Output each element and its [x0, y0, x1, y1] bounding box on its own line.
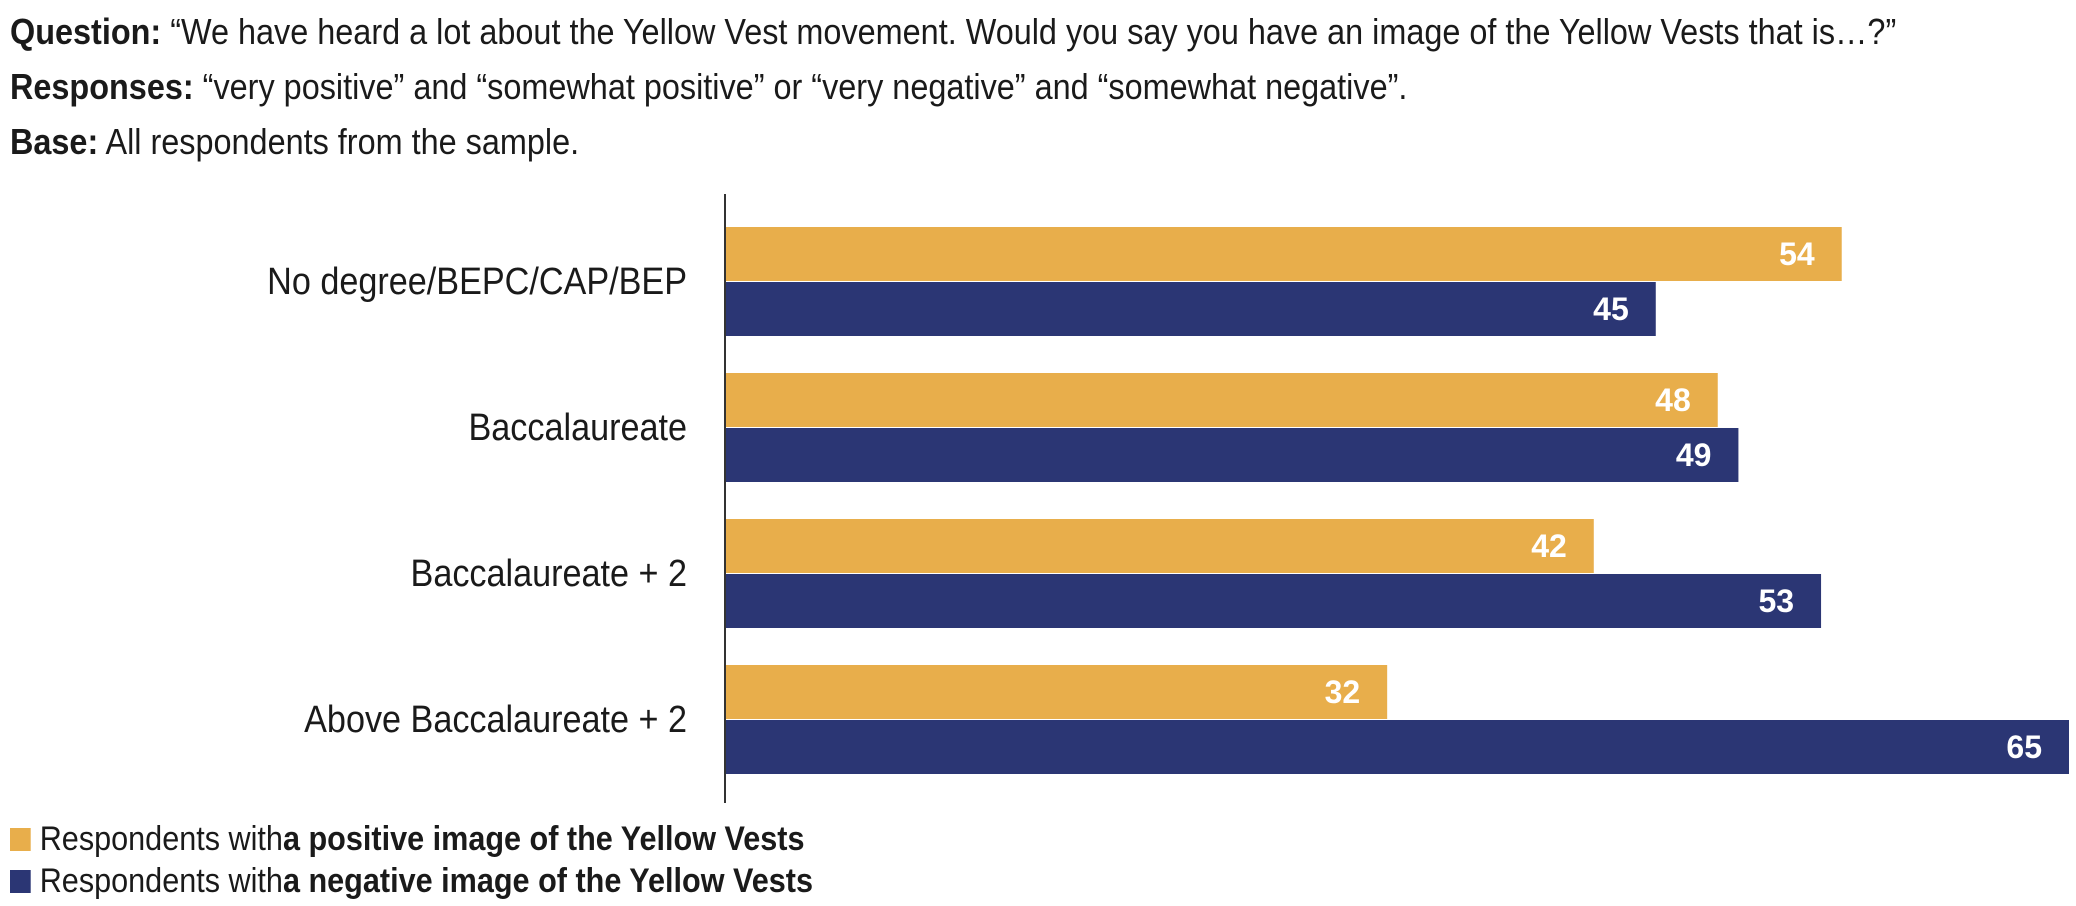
data-label-positive: 48 — [1655, 382, 1691, 418]
data-label-positive: 32 — [1325, 674, 1361, 710]
data-label-positive: 54 — [1779, 236, 1815, 272]
chart-header: Question: “We have heard a lot about the… — [10, 4, 1896, 169]
data-label-negative: 49 — [1676, 437, 1712, 473]
legend-item-negative: Respondents with a negative image of the… — [10, 860, 813, 902]
bar-negative — [726, 428, 1739, 482]
data-label-positive: 42 — [1531, 528, 1567, 564]
bar-positive — [726, 373, 1718, 427]
question-label: Question: — [10, 11, 162, 52]
question-line: Question: “We have heard a lot about the… — [10, 4, 1896, 59]
bar-negative — [726, 720, 2069, 774]
legend-negative-bold: a negative image of the Yellow Vests — [282, 862, 814, 900]
question-text: “We have heard a lot about the Yellow Ve… — [161, 11, 1897, 52]
legend-swatch-positive — [10, 827, 31, 851]
bar-negative — [726, 282, 1656, 336]
responses-line: Responses: “very positive” and “somewhat… — [10, 59, 1896, 114]
bar-positive — [726, 519, 1594, 573]
legend-positive-prefix: Respondents with — [39, 820, 283, 858]
legend-positive-bold: a positive image of the Yellow Vests — [282, 820, 805, 858]
responses-text: “very positive” and “somewhat positive” … — [193, 66, 1408, 107]
data-label-negative: 45 — [1593, 291, 1629, 327]
bar-negative — [726, 574, 1822, 628]
base-label: Base: — [10, 121, 99, 162]
bar-positive — [726, 665, 1388, 719]
legend-item-positive: Respondents with a positive image of the… — [10, 818, 813, 860]
category-label: Baccalaureate — [469, 405, 687, 448]
data-label-negative: 65 — [2006, 729, 2042, 765]
category-label: No degree/BEPC/CAP/BEP — [267, 259, 687, 302]
legend: Respondents with a positive image of the… — [10, 818, 813, 902]
legend-negative-prefix: Respondents with — [39, 862, 283, 900]
base-text: All respondents from the sample. — [98, 121, 580, 162]
base-line: Base: All respondents from the sample. — [10, 114, 1896, 169]
bar-positive — [726, 227, 1842, 281]
responses-label: Responses: — [10, 66, 194, 107]
category-label: Above Baccalaureate + 2 — [304, 697, 687, 740]
category-label: Baccalaureate + 2 — [411, 551, 687, 594]
legend-swatch-negative — [10, 869, 31, 893]
data-label-negative: 53 — [1758, 583, 1794, 619]
